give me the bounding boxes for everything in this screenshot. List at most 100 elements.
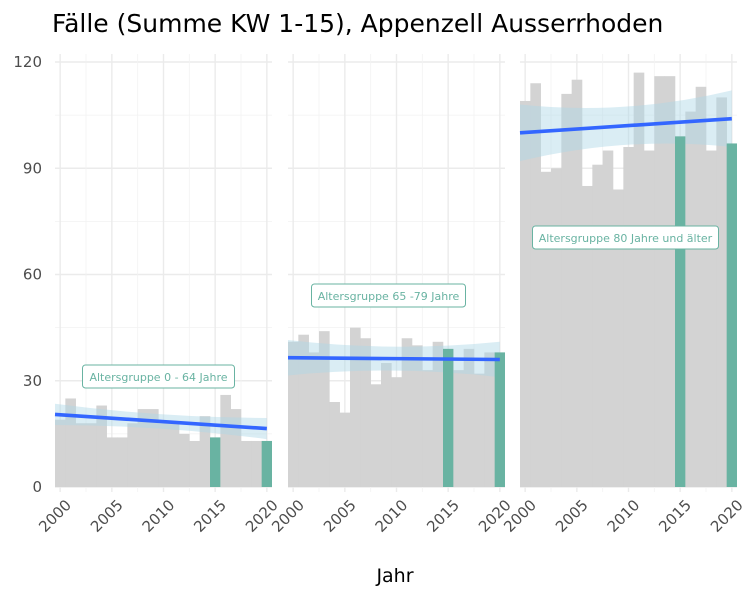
bar-2008 bbox=[370, 384, 382, 487]
bar-2019 bbox=[716, 97, 727, 488]
bar-2001 bbox=[65, 398, 76, 487]
facet-label-text: Altersgruppe 65 -79 Jahre bbox=[318, 290, 460, 303]
panel-1: Altersgruppe 0 - 64 Jahre 2000 2005 2010 201… bbox=[35, 54, 282, 536]
x-tick-label: 2015 bbox=[655, 496, 695, 536]
bar-2011 bbox=[633, 72, 645, 487]
bar-2000 bbox=[520, 100, 531, 487]
y-tick-label: 120 bbox=[13, 53, 42, 71]
bar-2014 bbox=[432, 341, 444, 487]
bar-2006 bbox=[117, 437, 128, 487]
bar-2004 bbox=[96, 405, 107, 487]
bar-2005 bbox=[339, 412, 351, 487]
chart-title: Fälle (Summe KW 1-15), Appenzell Ausserr… bbox=[52, 9, 663, 38]
bar-1999 bbox=[520, 100, 521, 487]
x-tick-label: 2010 bbox=[139, 496, 179, 536]
trend-line bbox=[287, 355, 500, 362]
facet-label-text: Altersgruppe 80 Jahre und älter bbox=[539, 232, 713, 245]
facet-label: Altersgruppe 0 - 64 Jahre bbox=[82, 364, 235, 389]
bar-2003 bbox=[319, 331, 330, 487]
highlight-bar-2015 bbox=[210, 437, 221, 487]
trend-line bbox=[54, 412, 267, 431]
bar-2012 bbox=[644, 150, 655, 487]
x-tick-label: 2015 bbox=[423, 496, 463, 536]
bar-2012 bbox=[179, 433, 190, 487]
bar-2012 bbox=[412, 345, 423, 487]
y-tick-label: 0 bbox=[32, 478, 42, 496]
bar-2011 bbox=[401, 338, 413, 487]
bar-2009 bbox=[613, 189, 624, 487]
x-tick-label: 2005 bbox=[87, 496, 127, 536]
bar-2003 bbox=[86, 423, 97, 487]
bar-2014 bbox=[199, 416, 211, 487]
x-tick-label: 2010 bbox=[604, 496, 644, 536]
bar-2009 bbox=[148, 409, 159, 487]
bar-2019 bbox=[484, 352, 495, 487]
bar-2002 bbox=[75, 423, 87, 487]
bar-2003 bbox=[551, 168, 562, 487]
bar-1999 bbox=[55, 419, 56, 487]
bar-2001 bbox=[298, 334, 309, 487]
bar-2019 bbox=[251, 440, 262, 487]
x-tick-label: 2000 bbox=[35, 496, 75, 536]
bar-2004 bbox=[329, 402, 340, 487]
bar-2018 bbox=[474, 373, 485, 487]
bar-2008 bbox=[602, 150, 614, 487]
bar-2011 bbox=[168, 423, 180, 487]
highlight-bar-2015 bbox=[443, 348, 454, 487]
bar-2017 bbox=[695, 86, 707, 488]
x-tick-label: 2005 bbox=[320, 496, 360, 536]
y-axis-tick-labels: 0 30 60 90 120 bbox=[13, 53, 42, 496]
highlight-bar-2020 bbox=[494, 352, 505, 487]
bar-2007 bbox=[592, 164, 603, 488]
bar-2006 bbox=[350, 327, 361, 487]
bar-2013 bbox=[654, 76, 665, 488]
bar-2002 bbox=[308, 352, 320, 487]
facet-label: Altersgruppe 65 -79 Jahre bbox=[311, 283, 466, 308]
highlight-bar-2015 bbox=[675, 136, 686, 487]
highlight-bar-2020 bbox=[261, 440, 272, 487]
bar-2005 bbox=[106, 437, 118, 487]
facet-label-text: Altersgruppe 0 - 64 Jahre bbox=[89, 371, 227, 384]
y-tick-label: 60 bbox=[23, 266, 42, 284]
x-tick-label: 2020 bbox=[707, 496, 747, 536]
bar-2000 bbox=[55, 419, 66, 487]
x-tick-label: 2005 bbox=[552, 496, 592, 536]
trend-line bbox=[519, 116, 732, 135]
bar-2008 bbox=[137, 409, 149, 487]
bar-2018 bbox=[241, 440, 252, 487]
bar-2009 bbox=[381, 363, 392, 487]
bar-2014 bbox=[664, 76, 676, 488]
bar-2010 bbox=[623, 147, 634, 487]
bar-2013 bbox=[189, 440, 200, 487]
bar-2007 bbox=[127, 423, 138, 487]
facet-panels: Altersgruppe 0 - 64 Jahre 2000 2005 2010 201… bbox=[35, 54, 747, 536]
bar-2013 bbox=[422, 370, 433, 487]
x-axis-title: Jahr bbox=[375, 565, 413, 587]
bar-2017 bbox=[463, 348, 475, 487]
bar-2010 bbox=[391, 377, 402, 487]
bar-2005 bbox=[571, 79, 583, 487]
bar-2017 bbox=[230, 409, 242, 487]
highlight-bar-2020 bbox=[726, 143, 737, 488]
bar-2016 bbox=[220, 394, 231, 487]
bar-2006 bbox=[582, 185, 593, 488]
bar-2016 bbox=[453, 370, 464, 487]
bar-2001 bbox=[530, 83, 541, 487]
x-tick-label: 2010 bbox=[372, 496, 412, 536]
bar-2018 bbox=[706, 150, 717, 487]
bar-2000 bbox=[288, 341, 299, 487]
bar-2016 bbox=[685, 111, 696, 487]
bar-1999 bbox=[288, 341, 289, 487]
bars bbox=[55, 394, 272, 487]
bar-2004 bbox=[561, 93, 572, 487]
x-tick-label: 2015 bbox=[190, 496, 230, 536]
bar-2007 bbox=[360, 338, 371, 487]
bar-2002 bbox=[540, 171, 552, 487]
facet-label: Altersgruppe 80 Jahre und älter bbox=[532, 225, 719, 250]
bar-2010 bbox=[158, 423, 169, 487]
y-tick-label: 30 bbox=[23, 372, 42, 390]
y-tick-label: 90 bbox=[23, 159, 42, 177]
